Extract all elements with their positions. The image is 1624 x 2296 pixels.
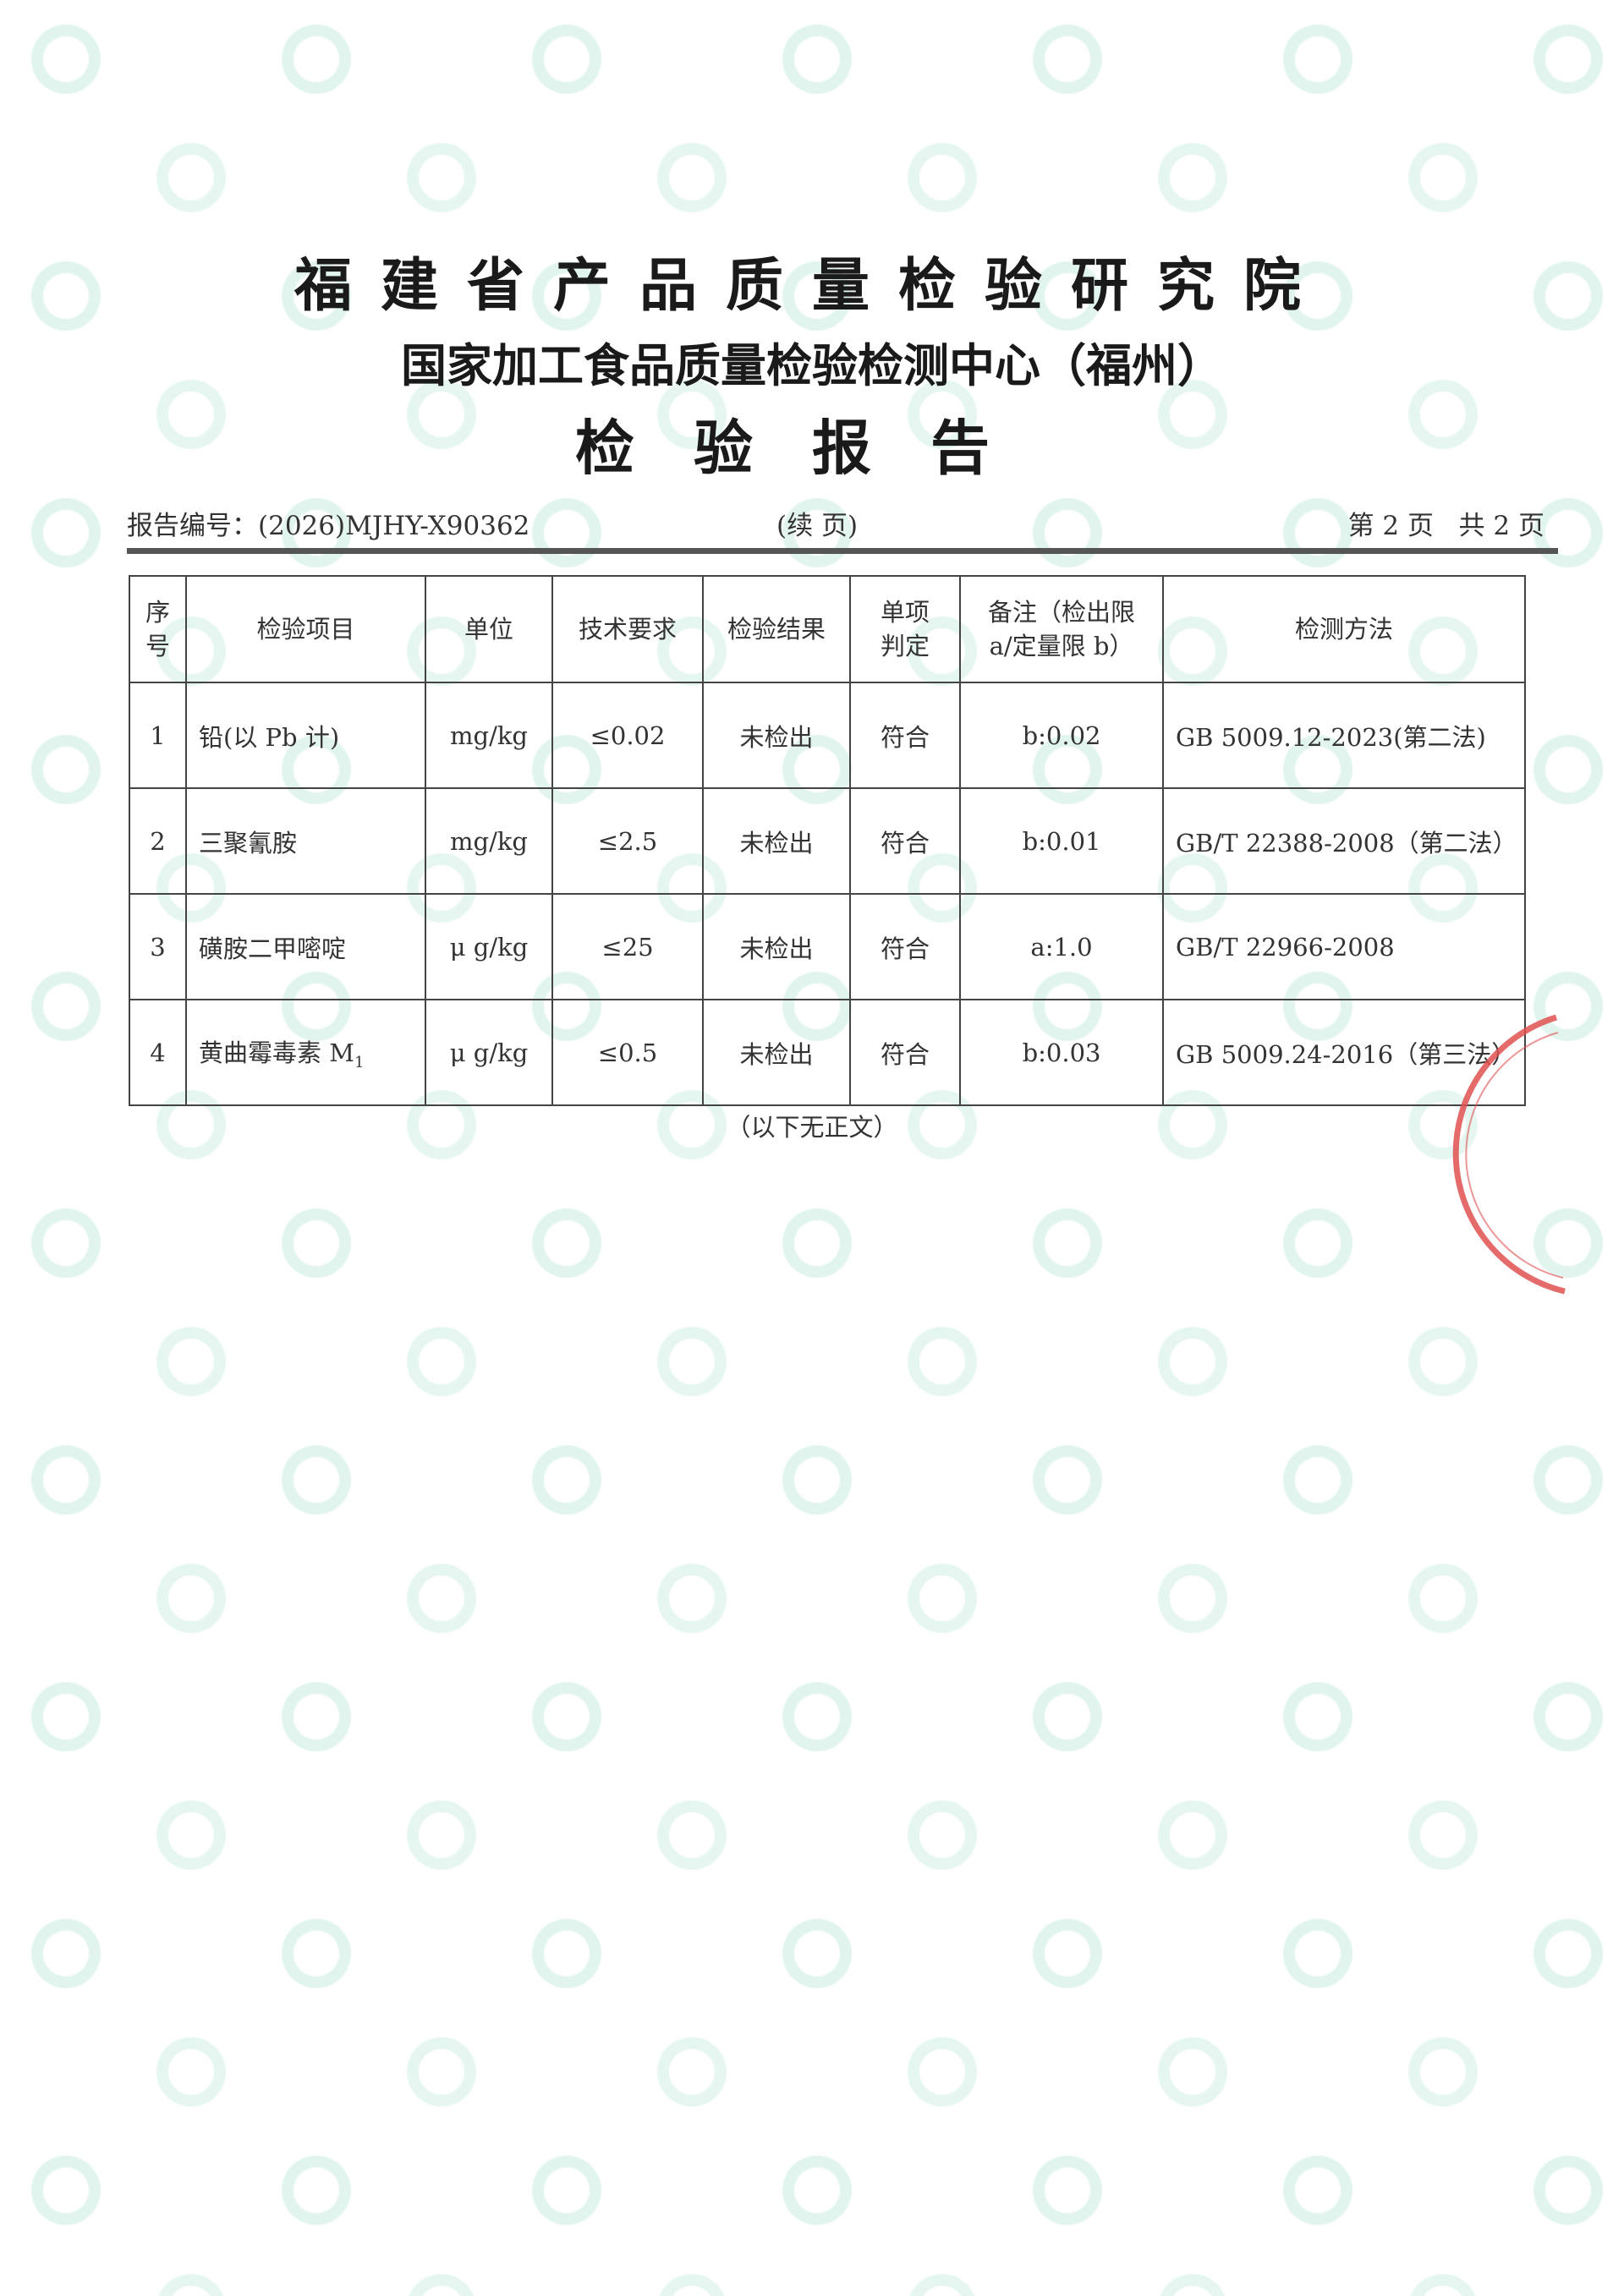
cell-item: 磺胺二甲嘧啶 [185, 893, 427, 1000]
note-text: b:0.03 [1022, 1038, 1101, 1067]
col-header: 技术要求 [551, 575, 705, 683]
result-text: 未检出 [739, 828, 814, 858]
cell-item: 三聚氰胺 [185, 787, 427, 895]
cell-result: 未检出 [702, 893, 852, 1000]
cell-judgement: 符合 [849, 787, 962, 895]
table-row: 1 铅(以 Pb 计) mg/kg ≤0.02 未检出 符合 b:0.02 GB 5009.1… [128, 682, 1527, 789]
requirement-text: ≤0.02 [590, 721, 666, 750]
col-header: 备注（检出限 a/定量限 b） [959, 575, 1165, 683]
cell-note: a:1.0 [959, 893, 1165, 1000]
cell-unit: mg/kg [425, 787, 554, 895]
note-text: b:0.01 [1022, 826, 1101, 856]
cell-method: GB/T 22966-2008 [1162, 893, 1527, 1000]
cell-no: 1 [128, 682, 188, 789]
no-text: 3 [150, 932, 166, 962]
institute-name: 福建省产品质量检验研究院 [294, 252, 1330, 320]
document-title: 检验报告 [575, 413, 1049, 483]
cell-method: GB 5009.24-2016（第三法） [1162, 999, 1527, 1106]
note-text: b:0.02 [1022, 721, 1101, 750]
continued-label: (续 页) [776, 511, 859, 541]
col-header: 检测方法 [1162, 575, 1527, 683]
col-header: 检验结果 [702, 575, 852, 683]
cell-requirement: ≤25 [551, 893, 705, 1000]
result-text: 未检出 [739, 934, 814, 963]
requirement-text: ≤2.5 [597, 826, 658, 856]
method-text: GB 5009.24-2016（第三法） [1176, 1039, 1517, 1069]
cell-item: 铅(以 Pb 计) [185, 682, 427, 789]
cell-unit: μ g/kg [425, 893, 554, 1000]
col-header: 检验项目 [185, 575, 427, 683]
center-name: 国家加工食品质量检验检测中心（福州） [401, 338, 1223, 392]
cell-result: 未检出 [702, 787, 852, 895]
page-info: 第 2 页 共 2 页 [1347, 511, 1544, 541]
cell-unit: mg/kg [425, 682, 554, 789]
seal-ring-inner [1465, 1032, 1564, 1279]
unit-text: μ g/kg [449, 932, 529, 962]
requirement-text: ≤0.5 [597, 1038, 658, 1067]
judgement-text: 符合 [881, 828, 930, 858]
method-text: GB 5009.12-2023(第二法) [1176, 722, 1486, 752]
cell-note: b:0.02 [959, 682, 1165, 789]
cell-result: 未检出 [702, 682, 852, 789]
no-text: 2 [150, 826, 166, 856]
report-number: 报告编号：(2026)MJHY-X90362 [127, 504, 529, 542]
unit-text: μ g/kg [449, 1038, 529, 1067]
col-header: 单项判定 [849, 575, 962, 683]
unit-text: mg/kg [450, 826, 528, 856]
cell-method: GB/T 22388-2008（第二法） [1162, 787, 1527, 895]
cell-method: GB 5009.12-2023(第二法) [1162, 682, 1527, 789]
unit-text: mg/kg [450, 721, 528, 750]
result-text: 未检出 [739, 722, 814, 752]
end-of-text-note: （以下无正文） [726, 1113, 898, 1142]
cell-no: 3 [128, 893, 188, 1000]
cell-requirement: ≤0.02 [551, 682, 705, 789]
no-text: 1 [150, 721, 166, 750]
cell-judgement: 符合 [849, 682, 962, 789]
cell-unit: μ g/kg [425, 999, 554, 1106]
judgement-text: 符合 [881, 1039, 930, 1069]
table-row: 3 磺胺二甲嘧啶 μ g/kg ≤25 未检出 符合 a:1.0 GB/T 22966-200… [128, 893, 1527, 1000]
item-subscript: 1 [354, 1053, 365, 1071]
col-header: 序号 [128, 575, 188, 683]
method-text: GB/T 22388-2008（第二法） [1176, 828, 1517, 858]
judgement-text: 符合 [881, 722, 930, 752]
note-text: a:1.0 [1030, 932, 1093, 962]
col-header: 单位 [425, 575, 554, 683]
cell-requirement: ≤0.5 [551, 999, 705, 1106]
table-header-row: 序号 检验项目 单位 技术要求 检验结果 单项判定 备注（检出限 a/定量限 b… [128, 575, 1527, 683]
no-text: 4 [150, 1038, 166, 1067]
cell-item: 黄曲霉毒素 M1 [185, 999, 427, 1106]
cell-result: 未检出 [702, 999, 852, 1106]
cell-requirement: ≤2.5 [551, 787, 705, 895]
seal-ring [1452, 1014, 1566, 1295]
official-seal [1452, 1014, 1566, 1295]
result-text: 未检出 [739, 1039, 814, 1069]
report-number-value: (2026)MJHY-X90362 [258, 511, 530, 541]
item-text: 铅(以 Pb 计) [199, 722, 340, 752]
judgement-text: 符合 [881, 934, 930, 963]
cell-note: b:0.03 [959, 999, 1165, 1106]
results-table: 序号 检验项目 单位 技术要求 检验结果 单项判定 备注（检出限 a/定量限 b… [128, 575, 1527, 1106]
cell-judgement: 符合 [849, 999, 962, 1106]
report-number-label: 报告编号： [127, 511, 258, 541]
cell-note: b:0.01 [959, 787, 1165, 895]
table-row: 2 三聚氰胺 mg/kg ≤2.5 未检出 符合 b:0.01 GB/T 22388-2008… [128, 787, 1527, 895]
requirement-text: ≤25 [601, 932, 654, 962]
cell-judgement: 符合 [849, 893, 962, 1000]
item-text: 磺胺二甲嘧啶 [199, 934, 347, 963]
cell-no: 4 [128, 999, 188, 1106]
item-text: 三聚氰胺 [199, 828, 298, 858]
cell-no: 2 [128, 787, 188, 895]
method-text: GB/T 22966-2008 [1176, 932, 1395, 962]
table-row: 4 黄曲霉毒素 M1 μ g/kg ≤0.5 未检出 符合 b:0.03 GB 5009.24… [128, 999, 1527, 1106]
header-rule [127, 548, 1558, 554]
item-text: 黄曲霉毒素 M [199, 1038, 354, 1068]
